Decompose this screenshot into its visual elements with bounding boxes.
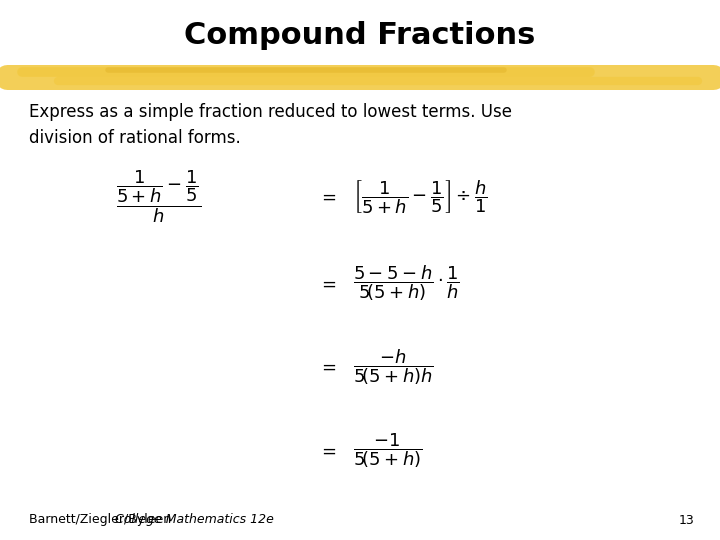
Text: $\dfrac{5-5-h}{5\!\left(5+h\right)}\cdot\dfrac{1}{h}$: $\dfrac{5-5-h}{5\!\left(5+h\right)}\cdot… <box>353 264 460 303</box>
Text: $=$: $=$ <box>318 358 337 376</box>
Text: $=$: $=$ <box>318 188 337 206</box>
Text: $\dfrac{\dfrac{1}{5+h}-\dfrac{1}{5}}{h}$: $\dfrac{\dfrac{1}{5+h}-\dfrac{1}{5}}{h}$ <box>116 169 201 225</box>
Text: Compound Fractions: Compound Fractions <box>184 21 536 50</box>
Text: $\dfrac{-h}{5\!\left(5+h\right)h}$: $\dfrac{-h}{5\!\left(5+h\right)h}$ <box>353 347 433 387</box>
Text: Express as a simple fraction reduced to lowest terms. Use
division of rational f: Express as a simple fraction reduced to … <box>29 103 512 147</box>
Text: $=$: $=$ <box>318 442 337 460</box>
Text: College Mathematics 12e: College Mathematics 12e <box>115 514 274 526</box>
Text: $\dfrac{-1}{5\!\left(5+h\right)}$: $\dfrac{-1}{5\!\left(5+h\right)}$ <box>353 431 423 470</box>
Text: $\left[\dfrac{1}{5+h}-\dfrac{1}{5}\right]\div\dfrac{h}{1}$: $\left[\dfrac{1}{5+h}-\dfrac{1}{5}\right… <box>353 178 487 216</box>
Text: 13: 13 <box>679 514 695 526</box>
Text: Barnett/Ziegler/Byleen: Barnett/Ziegler/Byleen <box>29 514 175 526</box>
Text: $=$: $=$ <box>318 274 337 293</box>
